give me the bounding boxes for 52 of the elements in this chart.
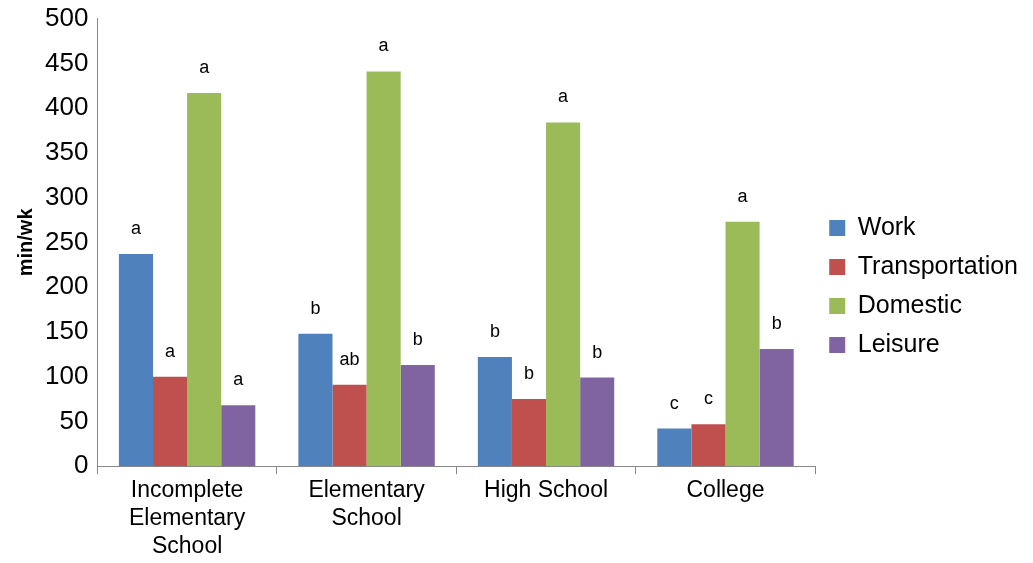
- bar: [332, 384, 367, 467]
- y-tick-label: 450: [44, 46, 89, 77]
- x-tick-label: Elementary School: [308, 476, 426, 530]
- bar: [221, 405, 256, 467]
- bar: [187, 92, 222, 467]
- legend-label: Transportation: [857, 250, 1019, 279]
- bar: [580, 377, 615, 467]
- legend-label: Work: [857, 211, 917, 240]
- bar: [400, 365, 435, 467]
- y-tick-label: 150: [44, 315, 89, 346]
- y-tick-label: 50: [59, 404, 89, 435]
- data-label: a: [130, 218, 142, 239]
- x-tick-label: Incomplete Elementary School: [128, 476, 246, 558]
- x-tick-label: College: [686, 476, 765, 503]
- data-label: a: [233, 369, 245, 390]
- y-tick-label: 100: [44, 359, 89, 390]
- y-tick-label: 300: [44, 180, 89, 211]
- legend-label: Domestic: [857, 289, 962, 318]
- bar: [759, 348, 794, 467]
- data-label: b: [489, 320, 500, 341]
- data-label: a: [199, 56, 211, 77]
- bar: [657, 428, 692, 467]
- x-tick-label: High School: [484, 476, 609, 503]
- data-label: b: [592, 341, 603, 362]
- bar: [118, 254, 154, 467]
- data-label: a: [558, 86, 570, 107]
- bar: [298, 333, 333, 467]
- bar: [366, 71, 401, 467]
- data-label: b: [523, 363, 534, 384]
- bar: [725, 221, 760, 467]
- y-tick-label: 0: [73, 449, 89, 480]
- data-label: ab: [339, 348, 360, 369]
- bar: [691, 424, 726, 467]
- data-label: b: [771, 312, 782, 333]
- y-axis-title: min/wk: [13, 207, 36, 277]
- y-tick-label: 200: [44, 270, 89, 301]
- bar: [477, 356, 512, 467]
- bar: [546, 122, 581, 467]
- data-label: b: [412, 329, 423, 350]
- y-tick-label: 500: [44, 1, 89, 32]
- data-label: c: [703, 388, 713, 409]
- data-label: a: [737, 185, 749, 206]
- data-label: a: [378, 35, 390, 56]
- data-label: a: [165, 340, 177, 361]
- y-tick-label: 250: [44, 225, 89, 256]
- y-tick-label: 400: [44, 91, 89, 122]
- y-tick-label: 350: [44, 136, 89, 167]
- data-label: c: [669, 392, 679, 413]
- legend-label: Leisure: [857, 328, 940, 357]
- bar: [511, 399, 547, 467]
- bar: [153, 376, 188, 467]
- data-label: b: [310, 297, 321, 318]
